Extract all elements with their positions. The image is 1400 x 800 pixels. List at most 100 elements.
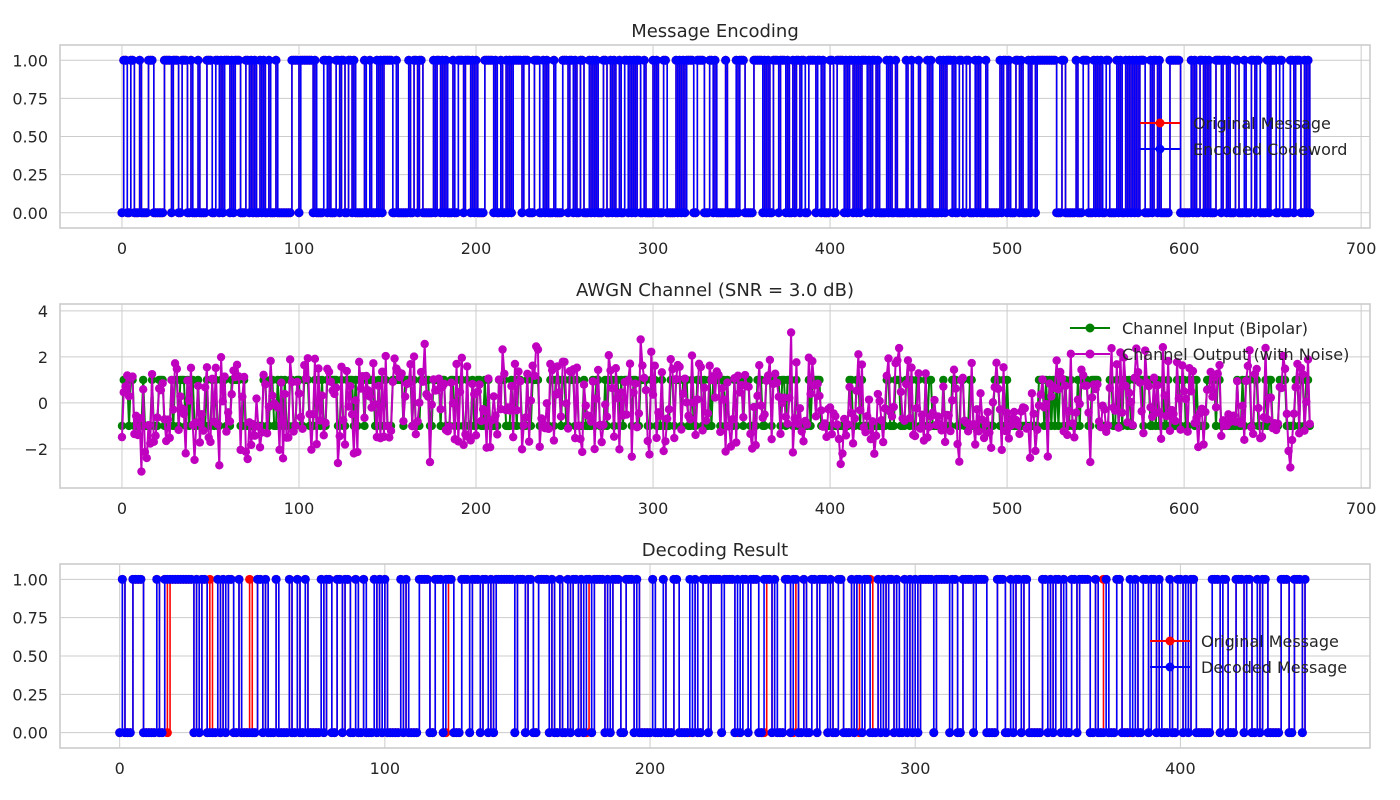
data-point <box>871 431 881 440</box>
data-point <box>721 55 731 65</box>
data-point <box>1153 381 1162 390</box>
data-point <box>986 443 996 453</box>
data-point <box>792 358 801 367</box>
data-point <box>156 385 166 395</box>
data-point <box>360 413 369 422</box>
data-point <box>1071 55 1081 65</box>
data-point <box>319 431 328 440</box>
data-point <box>1112 360 1122 369</box>
data-point <box>786 728 796 738</box>
data-point <box>1208 392 1217 401</box>
data-point <box>639 373 649 383</box>
data-point <box>556 208 566 218</box>
x-tick-label: 100 <box>370 759 401 778</box>
data-point <box>1211 403 1221 412</box>
data-point <box>951 384 960 393</box>
x-axis: 0 100 200 300 400 <box>115 759 1196 778</box>
data-point <box>268 391 277 400</box>
legend-label-decoded-message: Decoded Message <box>1201 658 1347 677</box>
data-point <box>756 401 766 410</box>
data-point <box>314 364 323 373</box>
data-point <box>1027 389 1037 398</box>
data-point <box>999 363 1008 372</box>
data-point <box>1076 208 1086 218</box>
data-point <box>841 431 851 440</box>
data-point <box>261 380 270 389</box>
data-point <box>1030 208 1040 218</box>
data-point <box>735 388 744 397</box>
data-point <box>636 335 645 344</box>
data-point <box>139 385 148 394</box>
data-point <box>300 361 309 370</box>
data-point <box>457 353 467 362</box>
y-tick-label: 2 <box>38 348 48 367</box>
data-point <box>632 423 642 432</box>
legend-label-channel-output: Channel Output (with Noise) <box>1122 345 1349 364</box>
data-point <box>863 412 872 421</box>
x-tick-label: 400 <box>815 239 846 258</box>
data-point <box>1154 574 1164 584</box>
data-point <box>284 574 294 584</box>
data-point <box>608 383 617 393</box>
data-point <box>660 55 670 65</box>
data-point <box>907 55 916 65</box>
data-point <box>1059 55 1069 65</box>
data-point <box>1137 407 1146 416</box>
data-point <box>294 208 304 218</box>
data-point <box>491 411 500 420</box>
x-tick-label: 400 <box>815 499 846 518</box>
data-point <box>1163 356 1173 366</box>
data-point <box>717 728 727 738</box>
data-point <box>998 574 1008 584</box>
data-point <box>974 55 984 65</box>
data-point <box>1170 728 1180 738</box>
data-point <box>280 389 290 399</box>
data-point <box>770 574 780 584</box>
data-point <box>770 369 780 378</box>
data-point <box>855 208 865 218</box>
data-point <box>1165 426 1175 436</box>
data-point <box>616 388 626 397</box>
data-point <box>172 364 182 374</box>
data-point <box>158 208 168 218</box>
data-point <box>1289 409 1299 418</box>
x-axis: 0 100 200 300 400 500 600 700 <box>117 239 1377 258</box>
data-point <box>216 352 226 362</box>
data-point <box>452 208 462 218</box>
x-tick-label: 200 <box>461 239 492 258</box>
data-point <box>648 574 658 584</box>
data-point <box>1286 463 1295 472</box>
data-point <box>157 728 167 738</box>
data-point <box>746 429 755 439</box>
data-point <box>377 367 387 376</box>
data-point <box>1020 404 1029 413</box>
data-point <box>135 414 144 423</box>
data-point <box>937 426 946 435</box>
data-point <box>661 437 670 446</box>
data-point <box>1082 381 1091 390</box>
legend: Original Message Encoded Codeword <box>1140 114 1347 159</box>
data-point <box>958 373 968 383</box>
data-point <box>774 208 784 218</box>
data-point <box>781 412 791 422</box>
data-point <box>418 377 428 386</box>
data-point <box>190 455 199 465</box>
data-point <box>705 361 714 370</box>
data-point <box>808 356 817 366</box>
data-point <box>1209 208 1219 218</box>
data-point <box>452 359 461 369</box>
data-point <box>753 391 762 401</box>
data-point <box>765 355 775 365</box>
data-point <box>343 574 353 584</box>
data-point <box>448 399 458 408</box>
data-point <box>420 339 429 349</box>
data-point <box>811 412 821 421</box>
data-point <box>794 419 803 428</box>
data-point <box>167 375 176 385</box>
data-point <box>142 453 151 463</box>
data-point <box>466 436 475 445</box>
data-point <box>831 411 840 421</box>
data-point <box>489 728 499 738</box>
data-point <box>983 407 992 417</box>
